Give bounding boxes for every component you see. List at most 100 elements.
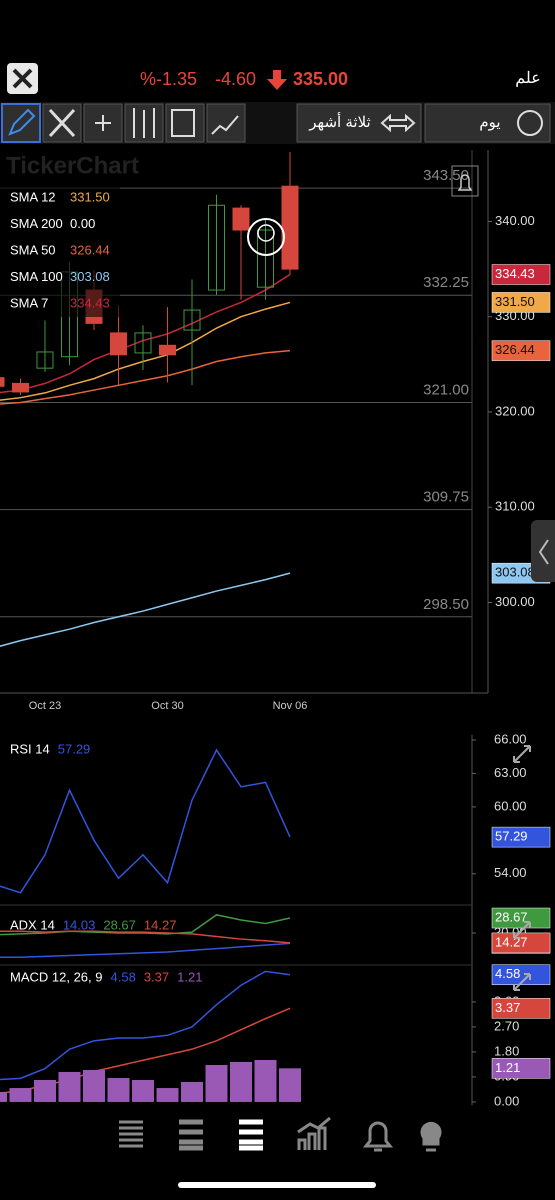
value-badge [491, 998, 551, 1019]
value-badge [491, 907, 551, 929]
y-tick-label: 54.00 [494, 865, 527, 880]
y-tick-label: 300.00 [495, 594, 535, 609]
x-tick-label: Nov 06 [273, 700, 308, 712]
indicator-line [0, 930, 291, 944]
bottom-nav [119, 1116, 442, 1188]
legend-bg [0, 185, 120, 317]
close-icon [12, 68, 33, 89]
value-badge [491, 292, 551, 313]
side-tab[interactable] [531, 520, 555, 582]
alert-button[interactable] [451, 165, 479, 197]
crosshair-circle [247, 218, 285, 256]
y-tick-label: 1.80 [494, 1043, 519, 1058]
legend-name: SMA 100 [10, 269, 63, 284]
expand-icon[interactable] [513, 745, 531, 763]
legend-value: 334.43 [70, 295, 110, 310]
candle-body [281, 185, 299, 270]
nav-ideas[interactable] [420, 1121, 442, 1152]
indicator-line [0, 748, 291, 894]
interval: يوم [479, 114, 500, 131]
panel-name: RSI 14 [10, 741, 50, 756]
nav-chart[interactable] [239, 1119, 263, 1151]
panel-name: ADX 14 [10, 917, 55, 932]
expand-icon[interactable] [513, 973, 531, 991]
badge-label: 57.29 [495, 829, 528, 844]
candle-body [12, 382, 29, 393]
badge-label: 334.43 [495, 266, 535, 281]
panel-value: 57.29 [58, 741, 91, 756]
price: 335.00 [293, 69, 348, 89]
compare-button[interactable] [206, 103, 246, 143]
histogram-bar [0, 1091, 7, 1102]
histogram-bar [34, 1080, 56, 1102]
nav-market[interactable] [297, 1116, 331, 1150]
panel-value: 14.27 [144, 917, 177, 932]
candle-icon [133, 108, 155, 138]
side-arrow [538, 539, 549, 565]
histogram-bar [83, 1070, 105, 1102]
panel-value: 14.03 [63, 917, 96, 932]
indicator-line [0, 572, 291, 647]
toolbar: ثلاثة أشهر يوم [0, 102, 555, 144]
candle-body [110, 332, 127, 356]
panel-value: 28.67 [103, 917, 136, 932]
level-label: 321.00 [423, 381, 469, 398]
list-icon [171, 109, 195, 137]
legend-value: 0.00 [70, 216, 95, 231]
symbol: علم [515, 70, 541, 87]
level-label: 343.50 [423, 167, 469, 184]
y-tick-label: 63.00 [494, 765, 527, 780]
histogram-bar [230, 1061, 252, 1102]
legend-value: 331.50 [70, 189, 110, 204]
badge-label: 326.44 [495, 342, 535, 357]
change-percent: %-1.35 [140, 69, 197, 89]
badge-label: 1.21 [495, 1060, 520, 1075]
histogram-bar [181, 1081, 203, 1102]
period-icon [380, 113, 416, 133]
nav-alerts[interactable] [362, 1121, 394, 1152]
value-badge [491, 964, 551, 985]
candle-body [183, 309, 201, 331]
history-icon [517, 110, 543, 136]
plots: 340.00330.00320.00310.00300.00343.50332.… [0, 151, 551, 1108]
y-tick-label: 2.70 [494, 1018, 519, 1033]
pencil-icon [8, 108, 36, 136]
legend-name: SMA 7 [10, 295, 48, 310]
tools-icon [48, 108, 76, 138]
histogram-bar [279, 1068, 301, 1102]
badge-label: 14.27 [495, 934, 528, 949]
y-tick-label: 320.00 [495, 403, 535, 418]
candle-body [208, 204, 225, 291]
histogram-bar [156, 1088, 179, 1102]
nav-list[interactable] [119, 1120, 143, 1148]
crosshair-dot [257, 224, 275, 242]
legend-name: SMA 50 [10, 242, 56, 257]
histogram-bar [205, 1065, 228, 1102]
y-tick-label: 0.00 [494, 1093, 519, 1108]
badge-label: 28.67 [495, 909, 528, 924]
panel-value: 4.58 [111, 969, 136, 984]
trend-icon [211, 115, 239, 135]
indicator-line [0, 914, 291, 936]
period-button[interactable] [296, 103, 422, 143]
candle-body [36, 351, 54, 369]
watermark: TickerChart [6, 152, 139, 179]
badge-label: 3.37 [495, 1000, 520, 1015]
value-badge [491, 1058, 551, 1079]
period: ثلاثة أشهر [308, 112, 370, 131]
candle-body [134, 332, 152, 354]
value-badge [491, 932, 551, 954]
down-arrow [267, 70, 287, 90]
level-label: 332.25 [423, 274, 469, 291]
expand-icon[interactable] [513, 921, 531, 939]
badge-label: 303.08 [495, 565, 535, 580]
change: -4.60 [215, 69, 256, 89]
value-badge [491, 340, 551, 361]
level-label: 309.75 [423, 489, 469, 506]
close-button[interactable] [7, 63, 38, 94]
draw-tool[interactable] [1, 103, 41, 143]
level-label: 298.50 [423, 596, 469, 613]
crosshair-icon [95, 115, 111, 131]
nav-watch[interactable] [179, 1119, 203, 1151]
